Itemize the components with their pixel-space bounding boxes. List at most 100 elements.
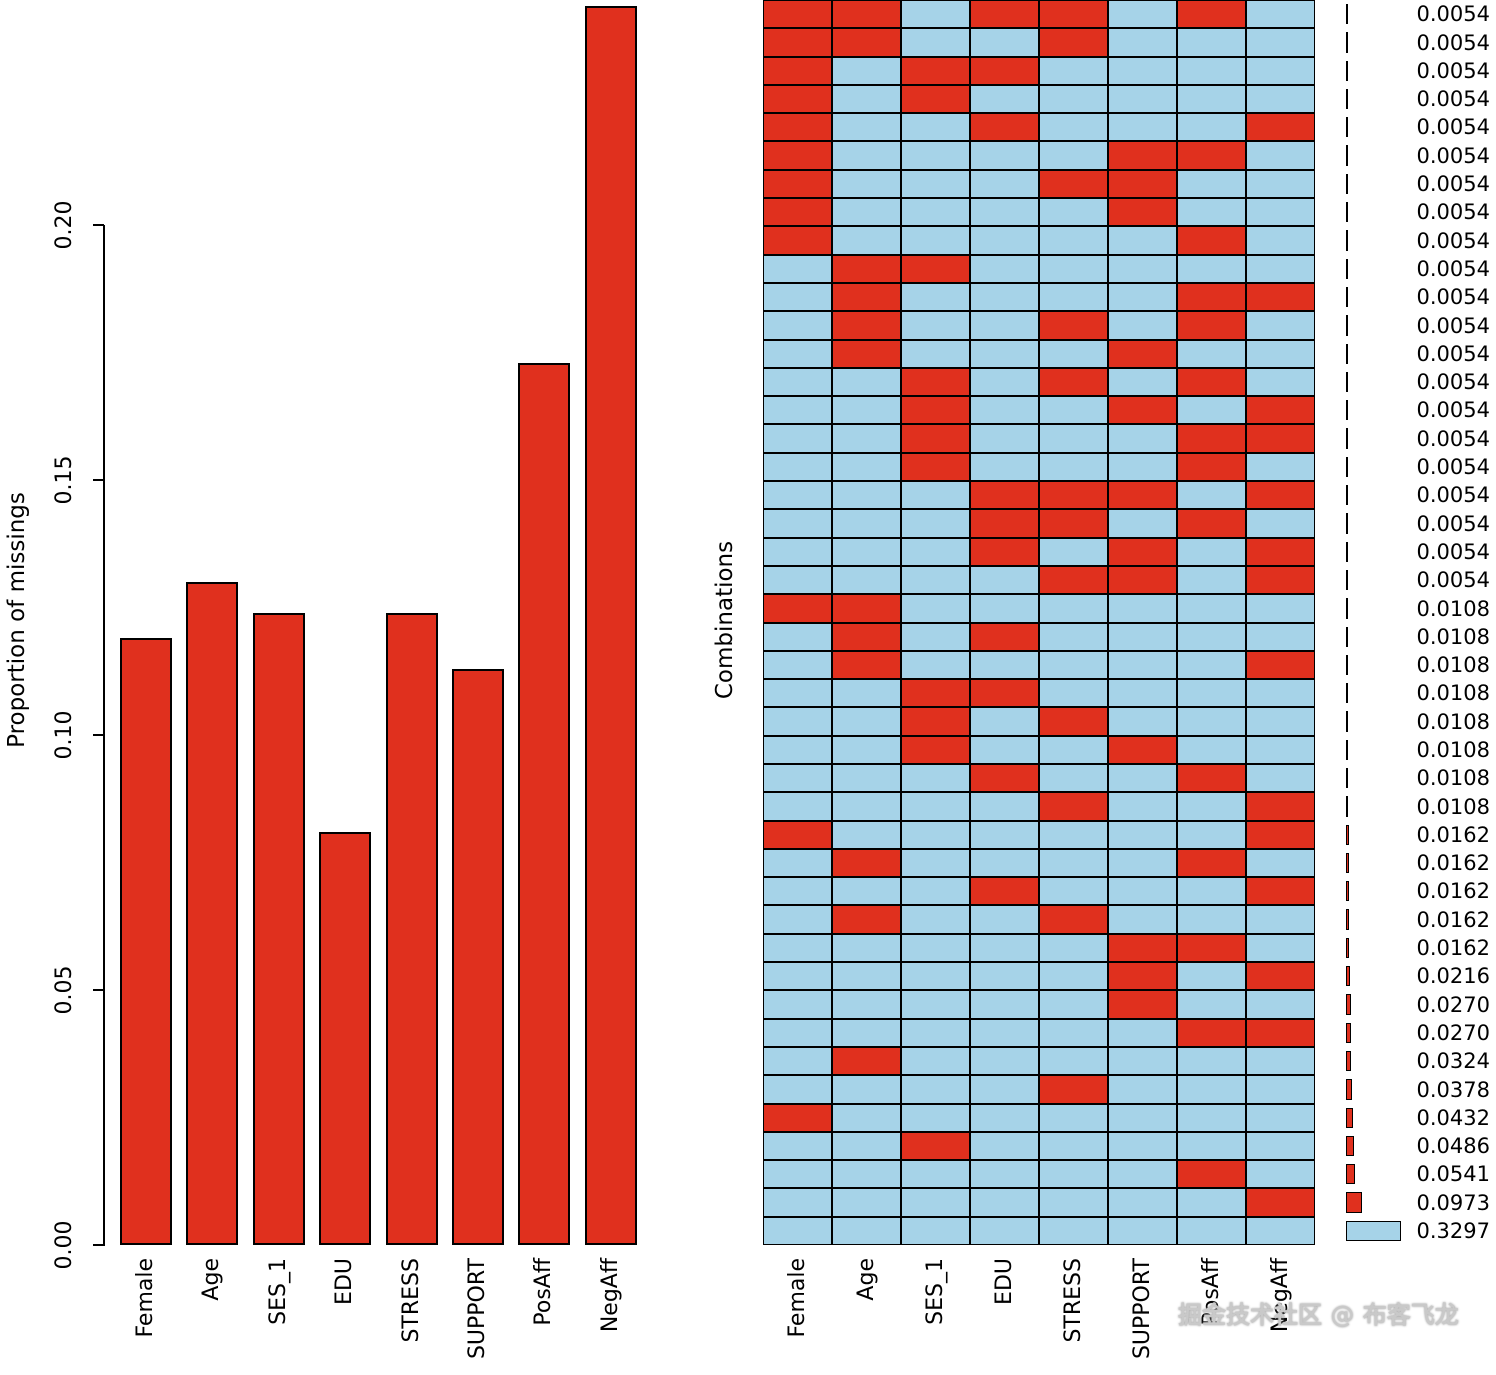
cell-observed: [832, 368, 901, 396]
frequency-label: 0.0216: [1416, 964, 1490, 988]
cell-observed: [763, 424, 832, 453]
frequency-label: 0.0162: [1416, 851, 1490, 875]
cell-observed: [1039, 1132, 1108, 1160]
cell-observed: [1177, 905, 1246, 934]
cell-missing: [1177, 368, 1246, 396]
frequency-label: 0.0054: [1416, 87, 1490, 111]
frequency-label: 0.0108: [1416, 766, 1490, 790]
frequency-bar: [1346, 796, 1348, 817]
cell-observed: [1246, 849, 1315, 877]
cell-observed: [1039, 821, 1108, 849]
frequency-bar: [1346, 683, 1348, 703]
matrix-column-label-female: Female: [784, 1258, 810, 1338]
cell-observed: [763, 566, 832, 594]
cell-observed: [1177, 1132, 1246, 1160]
cell-missing: [1246, 113, 1315, 141]
cell-observed: [832, 85, 901, 113]
cell-observed: [970, 707, 1039, 736]
frequency-label: 0.0054: [1416, 370, 1490, 394]
cell-observed: [970, 226, 1039, 255]
frequency-label: 0.0270: [1416, 1021, 1490, 1045]
cell-missing: [901, 396, 970, 424]
frequency-label: 0.0108: [1416, 653, 1490, 677]
cell-observed: [763, 962, 832, 990]
cell-missing: [832, 905, 901, 934]
cell-observed: [832, 1132, 901, 1160]
bar-age: [186, 582, 238, 1245]
y-axis-label: Proportion of missings: [4, 492, 30, 748]
frequency-label: 0.0324: [1416, 1049, 1490, 1073]
frequency-label: 0.0270: [1416, 992, 1490, 1017]
cell-observed: [970, 566, 1039, 594]
cell-missing: [901, 85, 970, 113]
frequency-label: 0.0162: [1416, 879, 1490, 903]
cell-observed: [763, 679, 832, 707]
cell-observed: [1039, 1104, 1108, 1132]
cell-observed: [970, 1217, 1039, 1245]
cell-observed: [1108, 707, 1177, 736]
frequency-bar: [1346, 853, 1349, 873]
cell-missing: [763, 594, 832, 623]
x-tick-label-ses_1: SES_1: [266, 1258, 291, 1325]
cell-observed: [1108, 283, 1177, 311]
cell-observed: [970, 28, 1039, 57]
cell-observed: [832, 1217, 901, 1245]
cell-observed: [763, 1217, 832, 1245]
cell-observed: [1108, 1188, 1177, 1217]
cell-missing: [901, 453, 970, 481]
frequency-label: 0.0973: [1416, 1190, 1490, 1215]
cell-observed: [1177, 821, 1246, 849]
cell-observed: [1246, 990, 1315, 1019]
x-tick-label-female: Female: [133, 1258, 158, 1338]
cell-observed: [1246, 1160, 1315, 1188]
cell-observed: [763, 340, 832, 368]
frequency-bar: [1346, 1108, 1353, 1128]
frequency-label: 0.0054: [1416, 30, 1490, 55]
frequency-bar: [1346, 1192, 1362, 1213]
cell-observed: [1177, 594, 1246, 623]
cell-observed: [763, 368, 832, 396]
cell-missing: [1177, 1160, 1246, 1188]
cell-missing: [1177, 283, 1246, 311]
cell-observed: [970, 990, 1039, 1019]
cell-missing: [1108, 990, 1177, 1019]
frequency-bar: [1346, 655, 1348, 675]
cell-observed: [1039, 679, 1108, 707]
cell-observed: [832, 707, 901, 736]
cell-observed: [970, 255, 1039, 283]
cell-observed: [763, 1047, 832, 1075]
x-tick-label-edu: EDU: [332, 1258, 357, 1305]
cell-observed: [1039, 141, 1108, 170]
frequency-label: 0.0162: [1416, 936, 1490, 960]
x-tick-label-stress: STRESS: [399, 1258, 424, 1343]
cell-observed: [832, 538, 901, 566]
frequency-bar: [1346, 966, 1350, 986]
cell-missing: [832, 28, 901, 57]
cell-observed: [1177, 792, 1246, 821]
frequency-bar: [1346, 1051, 1351, 1071]
frequency-label: 0.0054: [1416, 2, 1490, 26]
cell-missing: [1177, 1019, 1246, 1047]
frequency-bar: [1346, 881, 1349, 901]
cell-observed: [763, 255, 832, 283]
matrix-column-label-age: Age: [853, 1258, 879, 1301]
cell-observed: [1177, 1047, 1246, 1075]
cell-observed: [970, 849, 1039, 877]
cell-missing: [1177, 0, 1246, 28]
cell-missing: [832, 311, 901, 340]
cell-observed: [1177, 707, 1246, 736]
cell-observed: [1039, 1019, 1108, 1047]
cell-observed: [1246, 905, 1315, 934]
cell-missing: [970, 679, 1039, 707]
cell-observed: [901, 651, 970, 679]
cell-missing: [763, 226, 832, 255]
cell-missing: [1039, 368, 1108, 396]
cell-observed: [901, 1160, 970, 1188]
frequency-bar: [1346, 145, 1348, 166]
cell-missing: [970, 538, 1039, 566]
cell-observed: [970, 1160, 1039, 1188]
cell-observed: [1039, 849, 1108, 877]
bar-posaff: [518, 363, 570, 1245]
matrix-column-label-support: SUPPORT: [1129, 1258, 1155, 1360]
cell-observed: [1246, 28, 1315, 57]
